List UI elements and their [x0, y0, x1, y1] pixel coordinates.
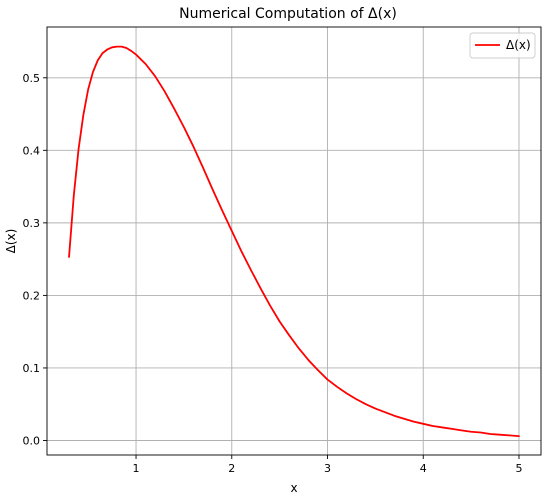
- y-tick-label: 0.0: [23, 434, 41, 447]
- legend: Δ(x): [469, 32, 536, 59]
- x-tick-label: 2: [228, 462, 235, 475]
- legend-label: Δ(x): [506, 38, 531, 52]
- y-tick-label: 0.1: [23, 362, 41, 375]
- x-tick-label: 3: [324, 462, 331, 475]
- x-tick-label: 5: [515, 462, 522, 475]
- x-tick-label: 4: [420, 462, 427, 475]
- y-axis-label: Δ(x): [4, 229, 18, 254]
- y-tick-label: 0.5: [23, 72, 41, 85]
- y-tick-label: 0.4: [23, 144, 41, 157]
- series-layer: [68, 45, 520, 438]
- y-tick-label: 0.2: [23, 289, 41, 302]
- grid-layer: [47, 27, 541, 455]
- x-axis-label: x: [290, 481, 297, 495]
- tick-layer: 1 2 3 4 5 0.0 0.1 0.2 0.3 0.4 0.5: [23, 72, 523, 475]
- x-tick-label: 1: [133, 462, 140, 475]
- chart-title: Numerical Computation of Δ(x): [179, 6, 397, 22]
- legend-box: [469, 32, 536, 59]
- y-tick-label: 0.3: [23, 217, 41, 230]
- series-line: [68, 45, 520, 438]
- plot-frame: [46, 26, 542, 456]
